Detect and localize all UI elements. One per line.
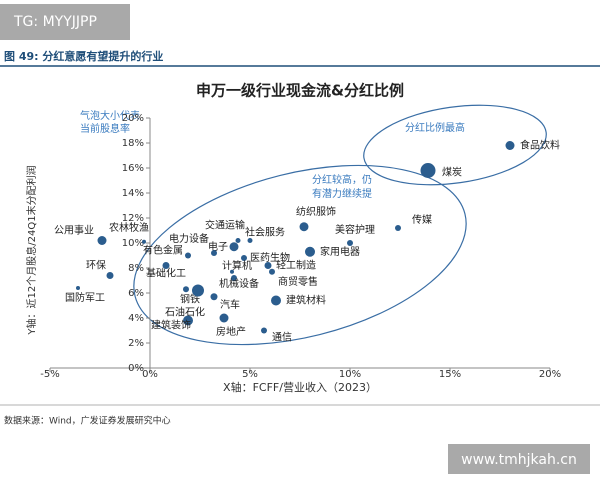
x-tick-label: 20%	[539, 369, 561, 380]
point-label: 房地产	[216, 325, 246, 338]
y-tick-label: 20%	[122, 113, 144, 124]
x-axis-label: X轴：FCFF/营业收入（2023）	[223, 380, 377, 394]
y-tick-label: 14%	[122, 188, 144, 199]
bubble	[183, 315, 193, 326]
point-label: 通信	[272, 332, 292, 344]
bubble	[185, 252, 191, 259]
bubble	[183, 286, 189, 293]
watermark-box	[0, 4, 130, 40]
figure-title: 图 49: 分红意愿有望提升的行业	[4, 49, 163, 63]
point-label: 医药生物	[250, 251, 290, 264]
point-label: 公用事业	[54, 224, 94, 237]
highlight-ellipse	[133, 164, 467, 346]
point-label: 社会服务	[245, 226, 285, 239]
bubble	[420, 163, 436, 178]
bubble	[142, 239, 146, 244]
point-label: 国防军工	[65, 291, 105, 304]
point-label: 煤炭	[442, 166, 462, 179]
point-label: 家用电器	[320, 245, 360, 258]
bubble	[219, 313, 229, 323]
bubble	[299, 222, 309, 232]
y-tick-label: 2%	[128, 338, 144, 349]
point-label: 交通运输	[205, 219, 245, 232]
bubble	[261, 327, 267, 334]
annotation: 有潜力继续提	[312, 187, 372, 200]
x-tick-label: 15%	[439, 369, 461, 380]
y-tick-label: 6%	[128, 288, 144, 299]
watermark-box	[448, 444, 590, 474]
x-tick-label: -5%	[40, 369, 59, 380]
bubble	[247, 238, 253, 243]
point-label: 基础化工	[146, 267, 186, 280]
bubble	[395, 225, 401, 231]
bubble	[241, 255, 247, 261]
bubble	[192, 284, 204, 297]
y-tick-label: 10%	[122, 238, 144, 249]
watermark-bottom: www.tmhjkah.cn	[461, 452, 577, 468]
annotation: 分红比例最高	[405, 121, 465, 134]
x-tick-label: 0%	[142, 369, 158, 380]
bubble	[305, 246, 315, 257]
point-label: 电力设备	[169, 232, 209, 245]
bubble	[269, 268, 275, 275]
bubble	[271, 295, 281, 306]
bubble	[162, 262, 170, 269]
y-tick-label: 8%	[128, 263, 144, 274]
bubble	[106, 272, 114, 279]
point-label: 传媒	[412, 214, 432, 226]
bubble	[347, 240, 353, 246]
point-label: 食品饮料	[520, 139, 560, 152]
x-tick-label: 10%	[339, 369, 361, 380]
watermark-top: TG: MYYJJPP	[13, 14, 97, 30]
point-label: 机械设备	[219, 277, 259, 290]
point-label: 商贸零售	[278, 275, 318, 288]
point-label: 计算机	[222, 259, 252, 272]
point-label: 农林牧渔	[109, 221, 149, 234]
x-tick-label: 5%	[242, 369, 258, 380]
y-tick-label: 12%	[122, 213, 144, 224]
bubble	[211, 250, 217, 256]
bubble	[235, 238, 241, 243]
annotation: 气泡大小代表	[80, 109, 140, 122]
y-tick-label: 4%	[128, 313, 144, 324]
source: 数据来源：Wind，广发证券发展研究中心	[4, 415, 171, 427]
point-label: 纺织服饰	[296, 205, 336, 218]
annotation: 分红较高，仍	[312, 173, 372, 186]
bubble	[76, 286, 80, 290]
bubble	[264, 262, 272, 269]
point-label: 建筑装饰	[151, 319, 191, 332]
bubble	[230, 269, 234, 274]
highlight-ellipse	[363, 104, 547, 186]
point-label: 美容护理	[335, 223, 375, 236]
y-tick-label: 16%	[122, 163, 144, 174]
point-label: 石油石化	[165, 306, 205, 319]
y-axis-label: Y轴：近12个月股息/24Q1末分配利润	[25, 165, 38, 335]
point-label: 轻工制造	[276, 259, 316, 272]
point-label: 建筑材料	[286, 294, 326, 307]
bubble	[231, 275, 237, 281]
point-label: 环保	[86, 259, 106, 272]
y-tick-label: 0%	[128, 363, 144, 374]
point-label: 有色金属	[143, 244, 183, 257]
chart-title: 申万一级行业现金流&分红比例	[196, 82, 404, 100]
bubble	[210, 293, 218, 301]
bubble	[229, 242, 239, 252]
bubble	[97, 236, 107, 245]
y-tick-label: 18%	[122, 138, 144, 149]
point-label: 电子	[208, 240, 228, 253]
point-label: 汽车	[220, 298, 240, 311]
annotation: 当前股息率	[80, 122, 130, 135]
bubble	[505, 141, 515, 150]
